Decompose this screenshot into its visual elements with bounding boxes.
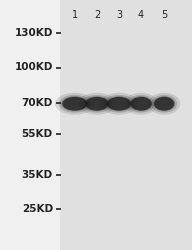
Text: 2: 2 xyxy=(94,10,100,20)
Text: 4: 4 xyxy=(138,10,144,20)
Ellipse shape xyxy=(61,96,89,111)
Ellipse shape xyxy=(127,95,155,113)
Text: 5: 5 xyxy=(161,10,167,20)
Ellipse shape xyxy=(154,97,174,110)
FancyBboxPatch shape xyxy=(60,0,192,250)
Ellipse shape xyxy=(103,95,135,113)
Ellipse shape xyxy=(100,93,138,115)
Ellipse shape xyxy=(62,97,87,110)
Text: 1: 1 xyxy=(72,10,78,20)
Ellipse shape xyxy=(124,93,158,115)
Text: 100KD: 100KD xyxy=(14,62,53,72)
Ellipse shape xyxy=(84,96,110,111)
Ellipse shape xyxy=(59,95,91,113)
Ellipse shape xyxy=(82,95,112,113)
Text: 130KD: 130KD xyxy=(14,28,53,38)
Ellipse shape xyxy=(153,96,175,111)
Ellipse shape xyxy=(129,96,153,111)
Ellipse shape xyxy=(107,97,131,110)
Text: 70KD: 70KD xyxy=(22,98,53,108)
Ellipse shape xyxy=(151,95,177,113)
Text: 3: 3 xyxy=(116,10,122,20)
Ellipse shape xyxy=(131,97,152,110)
Text: 35KD: 35KD xyxy=(22,170,53,180)
Ellipse shape xyxy=(148,93,180,115)
Ellipse shape xyxy=(106,96,132,111)
Ellipse shape xyxy=(55,93,95,115)
Text: 55KD: 55KD xyxy=(22,129,53,139)
Ellipse shape xyxy=(85,97,108,110)
Text: 25KD: 25KD xyxy=(22,204,53,214)
Ellipse shape xyxy=(79,93,115,115)
